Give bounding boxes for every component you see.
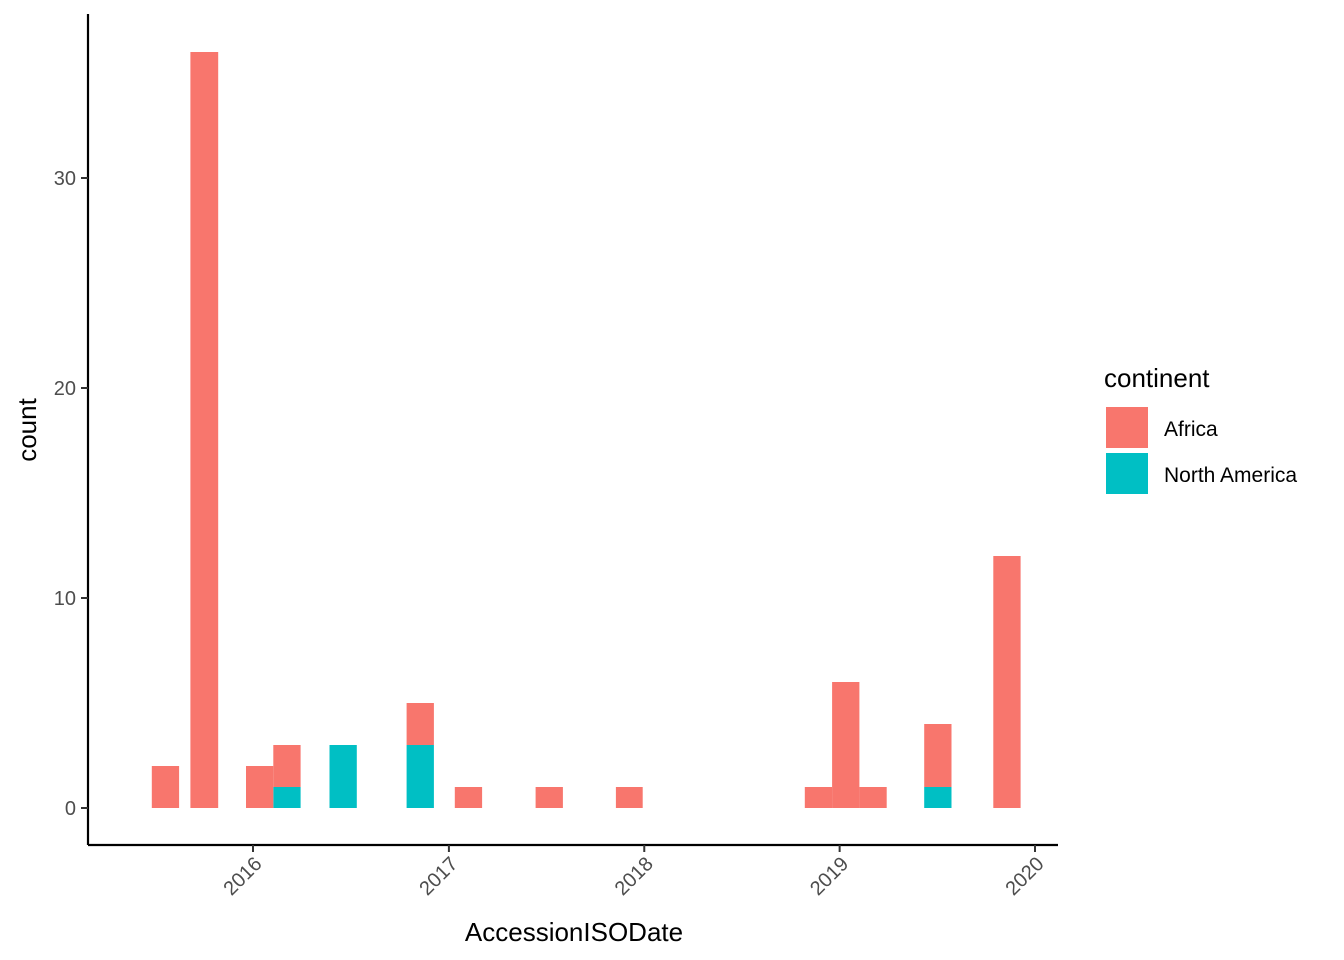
y-tick-label: 20: [54, 378, 76, 400]
y-tick-label: 0: [65, 798, 76, 820]
bar-africa: [190, 52, 219, 808]
legend-title: continent: [1104, 363, 1210, 393]
x-tick-label: 2020: [1002, 853, 1049, 900]
bar-africa: [406, 703, 434, 745]
bar-africa: [246, 766, 274, 808]
bar-africa: [535, 787, 563, 808]
bar-africa: [454, 787, 483, 808]
legend-key-africa: [1106, 407, 1148, 448]
legend-label-north-america: North America: [1164, 464, 1297, 487]
bar-africa: [859, 787, 887, 808]
legend-label-africa: Africa: [1164, 418, 1218, 441]
x-tick-label: 2019: [806, 853, 853, 900]
bar-north-america: [329, 745, 357, 808]
bar-africa: [615, 787, 643, 808]
x-tick-label: 2017: [415, 853, 462, 900]
x-tick-label: 2018: [611, 853, 658, 900]
x-axis-title: AccessionISODate: [465, 917, 683, 947]
bars-layer: [151, 52, 1021, 808]
bar-africa: [273, 745, 301, 787]
bar-north-america: [406, 745, 434, 808]
bar-africa: [924, 724, 952, 787]
legend: continent Africa North America: [1104, 363, 1297, 494]
bar-africa: [804, 787, 833, 808]
bar-north-america: [924, 787, 952, 808]
y-tick-label: 10: [54, 588, 76, 610]
y-axis-title: count: [12, 397, 42, 461]
bar-africa: [832, 682, 860, 808]
bar-africa: [993, 556, 1021, 808]
bar-africa: [151, 766, 180, 808]
x-tick-label: 2016: [220, 853, 267, 900]
y-tick-label: 30: [54, 168, 76, 190]
legend-key-north-america: [1106, 453, 1148, 494]
bar-north-america: [273, 787, 301, 808]
